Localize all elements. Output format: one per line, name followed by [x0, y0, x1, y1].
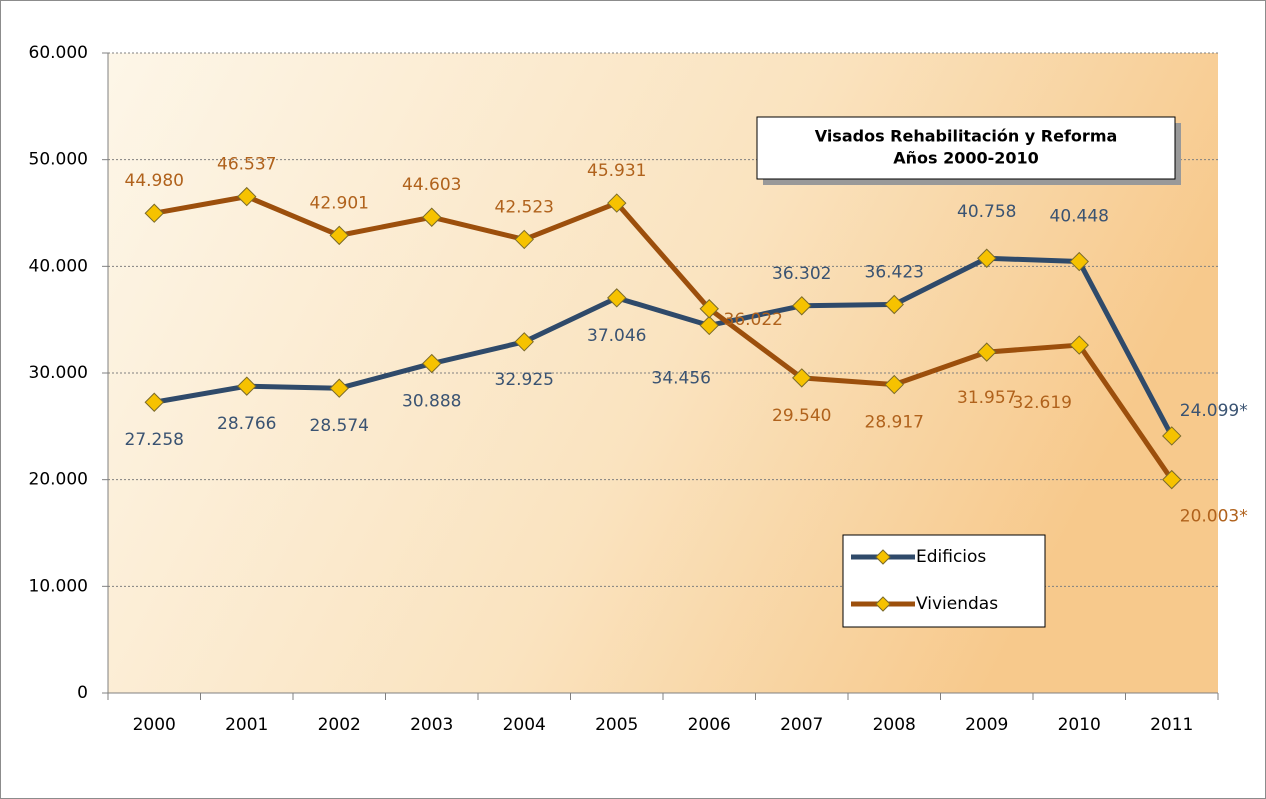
marker: [514, 332, 534, 352]
y-tick-label: 40.000: [29, 256, 88, 276]
data-label: 29.540: [772, 406, 831, 426]
marker: [514, 229, 534, 250]
data-label: 44.603: [402, 175, 461, 195]
y-tick-label: 60.000: [29, 43, 88, 63]
data-label: 30.888: [402, 392, 461, 412]
legend: [842, 534, 1046, 628]
y-tick-label: 30.000: [29, 363, 88, 383]
marker: [1162, 426, 1182, 446]
series-line: [153, 194, 1174, 482]
y-tick-label: 10.000: [29, 576, 88, 596]
marker: [1069, 335, 1089, 355]
legend-label: Edificios: [916, 547, 986, 567]
data-label: 45.931: [587, 161, 646, 181]
x-tick-label: 2003: [410, 715, 453, 735]
data-label: 27.258: [125, 430, 184, 450]
chart-title: Visados Rehabilitación y Reforma: [815, 127, 1118, 146]
data-label: 37.046: [587, 326, 646, 346]
labels: 27.258 28.766 28.574 30.888 32.925 37.046 34.4…: [125, 155, 1248, 527]
data-label: 34.456: [652, 368, 711, 388]
marker: [237, 376, 257, 396]
data-label: 36.022: [724, 310, 783, 330]
x-tick-label: 2008: [873, 715, 916, 735]
x-tick-label: 2010: [1058, 715, 1101, 735]
marker: [144, 392, 164, 412]
legend-label: Viviendas: [916, 594, 998, 614]
y-tick-label: 20.000: [29, 470, 88, 490]
marker: [699, 315, 719, 336]
x-tick-label: 2001: [225, 715, 268, 735]
data-label: 36.302: [772, 264, 831, 284]
marker: [792, 368, 812, 388]
grid: 0 10.000 20.000 30.000 40.000 50.000 60.000 200…: [29, 43, 1219, 735]
data-label: 31.957: [957, 388, 1016, 408]
marker: [884, 294, 904, 315]
data-label: 28.766: [217, 414, 276, 434]
x-tick-label: 2009: [965, 715, 1008, 735]
legend-entries: Edificios Viviendas: [851, 547, 998, 614]
marker: [699, 299, 719, 319]
data-label: 40.448: [1050, 207, 1109, 227]
data-label: 46.537: [217, 155, 276, 175]
data-label: 42.901: [310, 193, 369, 213]
x-tick-label: 2004: [503, 715, 546, 735]
title-box: [756, 116, 1176, 180]
y-tick-label: 50.000: [29, 150, 88, 170]
chart-subtitle: Años 2000-2010: [893, 149, 1039, 168]
data-label: 42.523: [495, 197, 554, 217]
marker: [1069, 251, 1089, 272]
data-label: 32.619: [1013, 393, 1072, 413]
marker: [422, 353, 442, 374]
data-label: 28.917: [865, 413, 924, 433]
marker: [607, 288, 627, 308]
data-label: 32.925: [495, 370, 554, 390]
x-tick-label: 2006: [688, 715, 731, 735]
marker: [144, 203, 164, 223]
legend-marker: [875, 596, 891, 612]
x-tick-label: 2002: [318, 715, 361, 735]
marker: [422, 207, 442, 227]
marker: [237, 186, 257, 207]
legend-marker: [875, 549, 891, 565]
x-tick-label: 2000: [133, 715, 176, 735]
x-tick-label: 2007: [780, 715, 823, 735]
marker: [607, 193, 627, 213]
data-label: 20.003*: [1180, 507, 1248, 527]
marker: [329, 225, 349, 246]
data-label: 44.980: [125, 171, 184, 191]
y-tick-label: 0: [77, 683, 88, 703]
data-label: 28.574: [310, 416, 369, 436]
marker: [1162, 469, 1182, 490]
data-label: 40.758: [957, 202, 1016, 222]
marker: [977, 342, 997, 362]
x-tick-label: 2011: [1150, 715, 1193, 735]
marker: [884, 374, 904, 395]
data-label: 24.099*: [1180, 401, 1248, 421]
marker: [792, 296, 812, 316]
series-lines: [144, 186, 1182, 490]
marker: [329, 378, 349, 398]
marker: [977, 248, 997, 268]
data-label: 36.423: [865, 262, 924, 282]
x-tick-label: 2005: [595, 715, 638, 735]
series-line: [153, 255, 1174, 438]
